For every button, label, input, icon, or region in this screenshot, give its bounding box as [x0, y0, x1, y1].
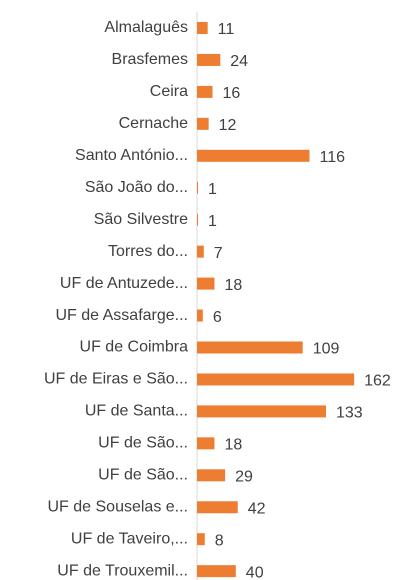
bar — [197, 245, 204, 258]
bar — [197, 405, 327, 418]
data-label: 24 — [230, 53, 248, 70]
category-label: Santo António... — [75, 147, 188, 164]
data-label: 29 — [235, 469, 253, 486]
category-label: Torres do... — [108, 243, 188, 260]
bar — [197, 341, 303, 354]
bar — [197, 117, 209, 130]
category-label: UF de Assafarge... — [55, 307, 188, 324]
category-label: UF de Santa... — [85, 403, 188, 420]
category-label: UF de Antuzede... — [60, 275, 188, 292]
category-label: Ceira — [150, 83, 188, 100]
category-label: UF de Coimbra — [80, 339, 189, 356]
category-label: Cernache — [119, 115, 188, 132]
data-label: 1 — [208, 213, 217, 230]
bar — [197, 181, 198, 194]
data-label: 109 — [313, 341, 340, 358]
data-label: 8 — [215, 532, 224, 549]
category-label: UF de São... — [98, 435, 188, 452]
bar — [197, 533, 205, 546]
data-label: 18 — [224, 437, 242, 454]
category-label: Brasfemes — [112, 51, 188, 68]
bar — [197, 309, 203, 322]
data-label: 11 — [218, 21, 235, 38]
data-label: 18 — [224, 277, 242, 294]
data-label: 162 — [364, 373, 391, 390]
data-label: 116 — [320, 149, 346, 166]
category-label: UF de Souselas e... — [47, 498, 188, 515]
bar — [197, 437, 215, 450]
bar — [197, 277, 215, 290]
category-label: UF de Taveiro,... — [71, 530, 188, 547]
bar — [197, 149, 310, 162]
category-label: São Silvestre — [94, 211, 188, 228]
category-label: São João do... — [85, 179, 188, 196]
data-label: 133 — [336, 405, 363, 422]
bar — [197, 565, 236, 578]
bar — [197, 469, 226, 482]
data-label: 40 — [246, 564, 264, 580]
category-label: UF de São... — [98, 467, 188, 484]
bar — [197, 85, 213, 98]
data-label: 42 — [248, 500, 266, 517]
category-label: UF de Eiras e São... — [44, 371, 188, 388]
bar — [197, 22, 208, 34]
bar — [197, 373, 355, 386]
data-label: 16 — [223, 85, 241, 102]
data-label: 6 — [213, 309, 222, 326]
category-label: UF de Trouxemil... — [57, 562, 188, 579]
bar — [197, 213, 198, 226]
data-label: 7 — [214, 245, 223, 262]
data-label: 12 — [219, 117, 237, 134]
bar — [197, 501, 238, 514]
bar — [197, 53, 221, 66]
data-label: 1 — [208, 181, 217, 198]
category-label: Almalaguês — [104, 19, 188, 36]
